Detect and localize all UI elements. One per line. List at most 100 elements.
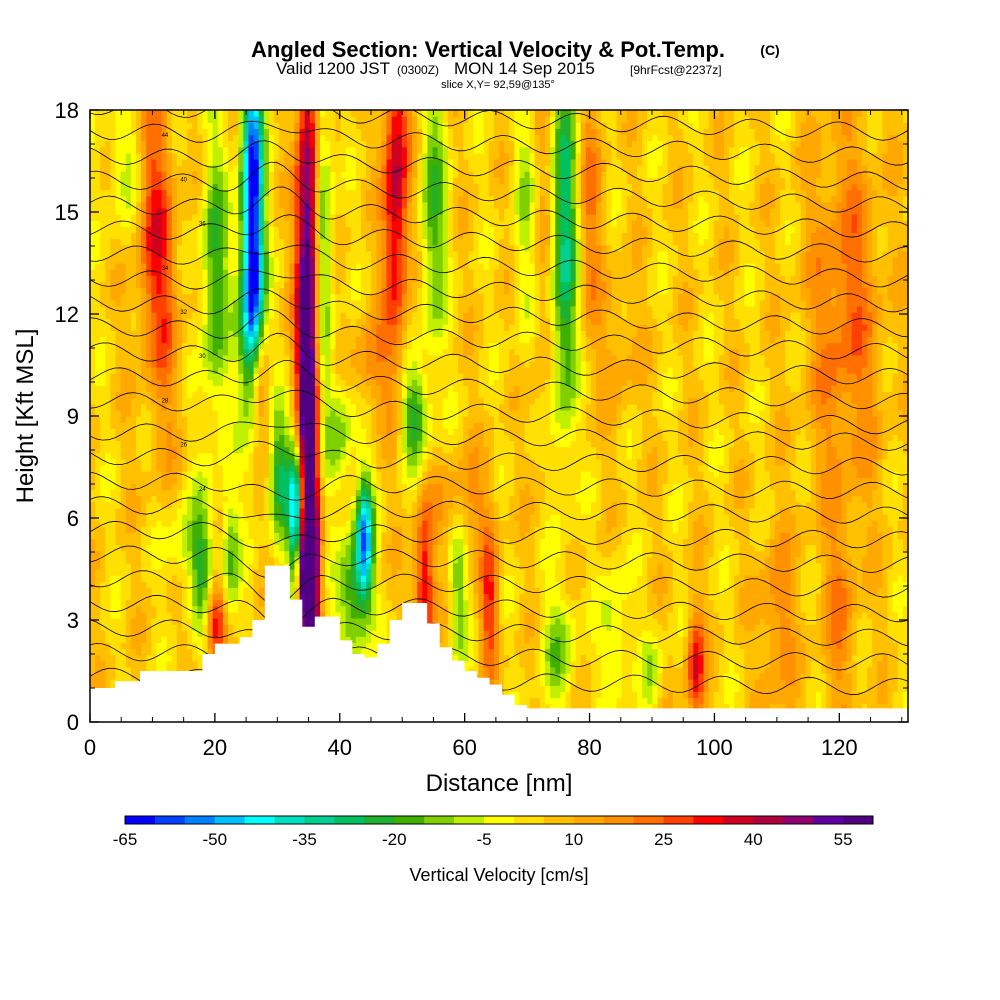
heatmap-cell xyxy=(176,158,183,166)
heatmap-cell xyxy=(161,373,168,380)
heatmap-cell xyxy=(197,409,204,417)
heatmap-cell xyxy=(136,489,142,497)
heatmap-cell xyxy=(212,379,219,386)
heatmap-cell xyxy=(258,483,265,491)
heatmap-cell xyxy=(141,158,147,166)
heatmap-cell xyxy=(248,538,255,546)
heatmap-cell xyxy=(90,581,96,588)
heatmap-cell xyxy=(330,116,336,123)
heatmap-cell xyxy=(136,177,142,185)
heatmap-cell xyxy=(90,409,96,417)
heatmap-cell xyxy=(115,617,122,625)
heatmap-cell xyxy=(320,373,326,380)
heatmap-cell xyxy=(187,385,193,393)
heatmap-cell xyxy=(156,483,163,491)
heatmap-cell xyxy=(161,636,168,644)
heatmap-cell xyxy=(279,305,285,313)
heatmap-cell xyxy=(171,263,178,270)
heatmap-cell xyxy=(187,605,193,613)
heatmap-cell xyxy=(197,146,204,154)
heatmap-cell xyxy=(125,311,132,319)
heatmap-cell xyxy=(100,263,106,270)
heatmap-cell xyxy=(146,569,152,576)
heatmap-cell xyxy=(90,299,96,307)
heatmap-cell xyxy=(299,562,306,570)
heatmap-cell xyxy=(90,569,96,576)
heatmap-cell xyxy=(115,660,122,668)
heatmap-cell xyxy=(212,587,219,595)
heatmap-cell xyxy=(146,513,152,521)
heatmap-cell xyxy=(125,642,132,650)
heatmap-cell xyxy=(156,342,163,350)
heatmap-cell xyxy=(166,116,173,123)
heatmap-cell xyxy=(192,250,198,258)
heatmap-cell xyxy=(279,397,285,405)
heatmap-cell xyxy=(120,526,127,533)
heatmap-cell xyxy=(141,422,147,429)
heatmap-cell xyxy=(263,379,270,386)
heatmap-cell xyxy=(151,428,158,435)
heatmap-cell xyxy=(187,501,193,509)
heatmap-cell xyxy=(187,244,193,252)
heatmap-cell xyxy=(171,275,178,282)
heatmap-cell xyxy=(320,134,326,142)
heatmap-cell xyxy=(197,269,204,276)
heatmap-cell xyxy=(233,207,239,215)
heatmap-cell xyxy=(340,189,347,197)
heatmap-cell xyxy=(161,428,168,435)
heatmap-cell xyxy=(90,244,96,252)
heatmap-cell xyxy=(187,165,193,172)
heatmap-cell xyxy=(130,471,137,478)
heatmap-cell xyxy=(197,318,204,325)
heatmap-cell xyxy=(253,336,260,344)
heatmap-cell xyxy=(233,165,239,172)
heatmap-cell xyxy=(253,293,260,301)
heatmap-cell xyxy=(253,116,260,123)
heatmap-cell xyxy=(161,287,168,295)
heatmap-cell xyxy=(146,379,152,386)
heatmap-cell xyxy=(294,562,301,570)
heatmap-cell xyxy=(309,195,316,203)
heatmap-cell xyxy=(192,391,198,399)
heatmap-cell xyxy=(187,624,193,631)
heatmap-cell xyxy=(309,330,316,338)
heatmap-cell xyxy=(146,128,152,136)
heatmap-cell xyxy=(197,458,204,466)
heatmap-cell xyxy=(171,134,178,142)
heatmap-cell xyxy=(187,293,193,301)
heatmap-cell xyxy=(212,122,219,129)
heatmap-cell xyxy=(207,367,214,374)
heatmap-cell xyxy=(100,544,106,552)
heatmap-cell xyxy=(115,501,122,509)
heatmap-cell xyxy=(258,311,265,319)
heatmap-cell xyxy=(202,171,209,178)
heatmap-cell xyxy=(289,220,296,227)
heatmap-cell xyxy=(120,110,127,117)
heatmap-cell xyxy=(120,654,127,662)
heatmap-cell xyxy=(304,183,311,191)
heatmap-cell xyxy=(253,483,260,491)
heatmap-cell xyxy=(222,152,229,160)
heatmap-cell xyxy=(146,299,152,307)
heatmap-cell xyxy=(192,648,198,656)
heatmap-cell xyxy=(212,214,219,221)
heatmap-cell xyxy=(238,587,244,595)
heatmap-cell xyxy=(90,158,96,166)
heatmap-cell xyxy=(258,452,265,460)
heatmap-cell xyxy=(192,116,198,123)
heatmap-cell xyxy=(289,281,296,289)
heatmap-cell xyxy=(268,269,275,276)
heatmap-cell xyxy=(299,495,306,503)
heatmap-cell xyxy=(330,391,336,399)
heatmap-cell xyxy=(304,489,311,497)
heatmap-cell xyxy=(120,256,127,264)
heatmap-cell xyxy=(279,158,285,166)
heatmap-cell xyxy=(95,342,101,350)
heatmap-cell xyxy=(95,654,101,662)
heatmap-cell xyxy=(115,422,122,429)
heatmap-cell xyxy=(320,611,326,619)
heatmap-cell xyxy=(187,195,193,203)
heatmap-cell xyxy=(141,318,147,325)
heatmap-cell xyxy=(299,593,306,601)
heatmap-cell xyxy=(192,611,198,619)
